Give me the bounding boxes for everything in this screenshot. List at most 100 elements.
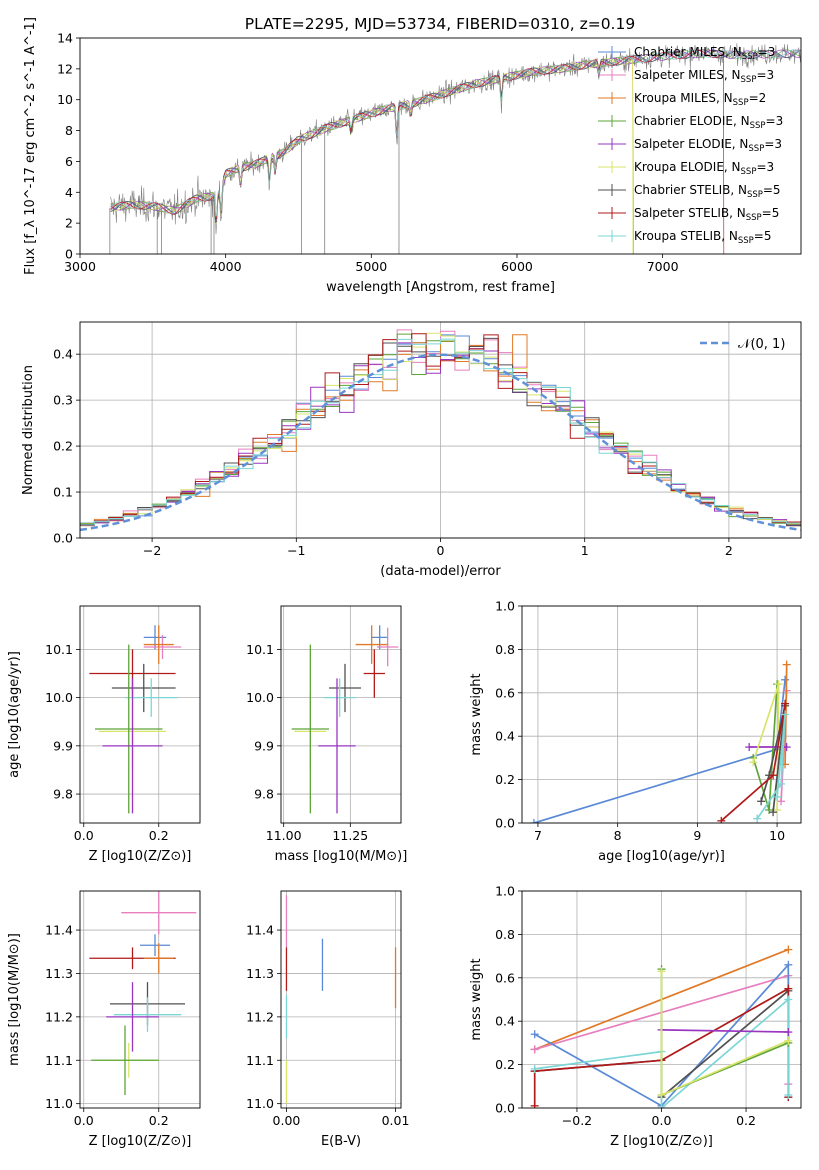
axis-group: 0.0 0.2 9.8 9.9 10.0 10.1 Z [log10(Z/Z⊙)] age [… (7, 605, 201, 864)
y-tick-label: 11.3 (246, 966, 274, 981)
y-tick-label: 0.8 (495, 642, 515, 657)
x-tick-label: 11.25 (332, 828, 368, 843)
legend-label: Chabrier MILES, NSSP=3 (634, 45, 775, 62)
axis-group: 11.00 11.25 9.8 9.9 10.0 10.1 mass [log10(M/M⊙… (246, 605, 408, 864)
x-tick-label: −2 (143, 543, 161, 558)
x-tick-label: 8 (614, 828, 622, 843)
y-tick-label: 0.2 (495, 1057, 515, 1072)
axes-frame (79, 890, 201, 1109)
y-axis-label: age [log10(age/yr)] (7, 651, 22, 778)
age-vs-mass-panel: 11.00 11.25 9.8 9.9 10.0 10.1 mass [log10(M/M⊙… (246, 605, 408, 864)
legend-label: Chabrier STELIB, NSSP=5 (634, 183, 781, 200)
y-tick-label: 8 (65, 123, 73, 138)
y-tick-label: 2 (65, 216, 73, 231)
y-tick-label: 0.6 (495, 970, 515, 985)
y-tick-label: 0.4 (495, 729, 515, 744)
axes-frame (79, 605, 201, 824)
x-tick-label: 7000 (647, 259, 679, 274)
plot-area (109, 43, 801, 254)
axes-frame (79, 37, 802, 255)
x-tick-label: 2 (725, 543, 733, 558)
x-tick-label: −0.2 (562, 1113, 592, 1128)
x-axis-label: Z [log10(Z/Z⊙)] (610, 1134, 713, 1149)
histogram-kroupa-stelib (80, 338, 801, 526)
y-tick-label: 10.1 (246, 642, 274, 657)
legend-label: Salpeter MILES, NSSP=3 (634, 68, 774, 85)
y-axis-label: Flux [f_λ 10^-17 erg cm^-2 s^-1 A^-1] (23, 17, 38, 275)
x-tick-label: 0.00 (273, 1113, 301, 1128)
x-tick-label: 11.00 (266, 828, 302, 843)
weight-vs-age-panel: 7 8 9 10 0.0 0.2 0.4 0.6 0.8 1.0 age [log10(age/yr… (469, 599, 802, 864)
y-tick-label: 10.1 (45, 642, 73, 657)
x-tick-label: −1 (287, 543, 305, 558)
axes-frame (280, 890, 402, 1109)
y-tick-label: 10 (57, 92, 73, 107)
y-tick-label: 0.0 (53, 531, 73, 546)
x-tick-label: 4000 (210, 259, 242, 274)
y-tick-label: 11.2 (246, 1009, 274, 1024)
axis-group: −0.2 0.0 0.2 0.0 0.2 0.4 0.6 0.8 1.0 Z [log10(Z/Z… (469, 884, 802, 1149)
mass-vs-extinction-panel: 0.00 0.01 11.0 11.1 11.2 11.3 11.4 E(B-V) (246, 890, 410, 1149)
weight-line-kroupa-stelib (756, 714, 786, 820)
legend-label: Kroupa STELIB, NSSP=5 (634, 229, 772, 246)
model-spectrum-kroupa-stelib (110, 49, 801, 217)
legend-label: Chabrier ELODIE, NSSP=3 (634, 114, 783, 131)
weight-vs-metallicity-panel: −0.2 0.0 0.2 0.0 0.2 0.4 0.6 0.8 1.0 Z [log10(Z/Z… (469, 884, 802, 1149)
legend-label: 𝒩(0, 1) (738, 337, 785, 352)
plot-area (80, 329, 801, 532)
mass-vs-metallicity-panel: 0.0 0.2 11.0 11.1 11.2 11.3 11.4 Z [log10(Z/Z⊙)… (7, 890, 201, 1149)
y-tick-label: 0 (65, 247, 73, 262)
y-tick-label: 11.4 (246, 923, 274, 938)
y-tick-label: 9.8 (254, 787, 274, 802)
y-tick-label: 11.3 (45, 966, 73, 981)
axes-frame (521, 605, 802, 824)
x-axis-label: E(B-V) (321, 1134, 361, 1149)
plot-area (529, 660, 791, 823)
axes-frame (521, 890, 802, 1109)
x-axis-label: (data-model)/error (380, 564, 501, 579)
y-tick-label: 11.0 (246, 1096, 274, 1111)
y-tick-label: 6 (65, 154, 73, 169)
residuals-panel: −2 −1 0 1 2 0.0 0.1 0.2 0.3 0.4 (data-model)/error… (21, 321, 802, 579)
weight-line-salpeter-elodie (661, 1029, 789, 1033)
x-axis-label: mass [log10(M/M⊙)] (275, 849, 408, 864)
y-tick-label: 0.4 (53, 347, 73, 362)
y-tick-label: 10.0 (45, 690, 73, 705)
axes-frame (280, 605, 402, 824)
y-tick-label: 1.0 (495, 884, 515, 899)
x-tick-label: 0.0 (652, 1113, 672, 1128)
x-tick-label: 10 (769, 828, 785, 843)
plot-area (89, 891, 197, 1095)
x-tick-label: 0.2 (736, 1113, 756, 1128)
x-tick-label: 0.2 (149, 828, 169, 843)
x-tick-label: 0.01 (382, 1113, 410, 1128)
axis-group: 0.00 0.01 11.0 11.1 11.2 11.3 11.4 E(B-V) (246, 890, 410, 1149)
y-tick-label: 11.4 (45, 923, 73, 938)
y-tick-label: 4 (65, 185, 73, 200)
y-tick-label: 0.3 (53, 393, 73, 408)
axis-group: 0.0 0.2 11.0 11.1 11.2 11.3 11.4 Z [log10(Z/Z⊙)… (7, 890, 201, 1149)
y-tick-label: 0.6 (495, 685, 515, 700)
y-tick-label: 9.9 (254, 738, 274, 753)
plot-area (89, 625, 182, 814)
y-tick-label: 0.0 (495, 1101, 515, 1116)
y-tick-label: 0.4 (495, 1014, 515, 1029)
y-tick-label: 11.1 (45, 1053, 73, 1068)
y-tick-label: 0.0 (495, 816, 515, 831)
axis-group: 3000 4000 5000 6000 7000 0 2 4 6 8 10 12 14 wavelengt… (23, 17, 802, 295)
axes-frame (79, 321, 802, 539)
y-tick-label: 0.2 (53, 439, 73, 454)
plot-area (530, 945, 793, 1108)
grid-lines (281, 606, 401, 823)
x-axis-label: Z [log10(Z/Z⊙)] (89, 849, 192, 864)
weight-line-chabrier-stelib (760, 705, 786, 813)
y-tick-label: 0.2 (495, 772, 515, 787)
x-tick-label: 5000 (355, 259, 387, 274)
y-tick-label: 9.8 (53, 787, 73, 802)
x-tick-label: 9 (693, 828, 701, 843)
y-axis-label: Normed distribution (21, 365, 36, 495)
y-tick-label: 1.0 (495, 599, 515, 614)
x-tick-label: 1 (581, 543, 589, 558)
